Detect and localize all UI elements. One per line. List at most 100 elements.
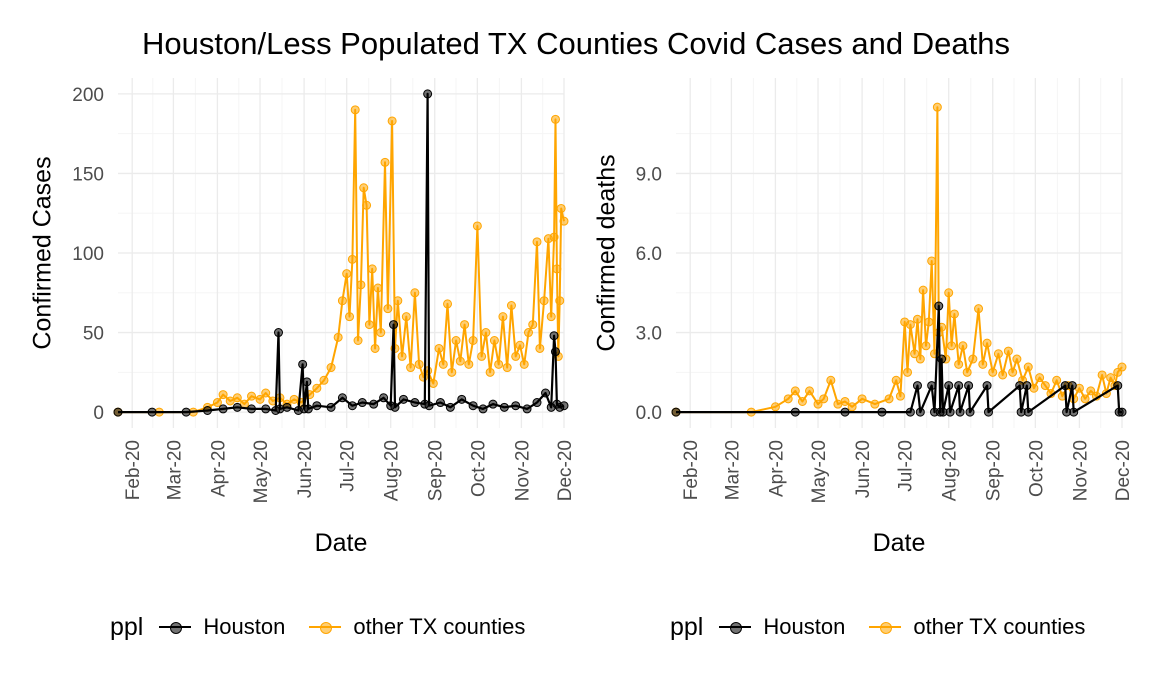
y-tick-label: 100 (72, 244, 104, 265)
data-point (506, 301, 516, 310)
data-point (468, 336, 478, 345)
data-point (218, 390, 228, 400)
legend-key-other (867, 617, 903, 637)
data-point (282, 402, 292, 412)
data-point (857, 394, 867, 404)
data-point (783, 394, 793, 404)
data-point (451, 336, 461, 345)
data-point (147, 407, 157, 417)
x-tick-label: Jun-20 (853, 440, 874, 498)
data-point (549, 232, 559, 242)
data-point (813, 399, 823, 409)
data-point (840, 407, 850, 417)
data-point (921, 341, 931, 351)
data-point (1012, 354, 1022, 364)
data-point (232, 393, 242, 403)
data-point (1040, 381, 1050, 391)
data-point (988, 367, 998, 377)
data-point (805, 386, 815, 396)
x-tick-label: Mar-20 (722, 440, 743, 500)
data-point (947, 341, 957, 351)
legend-label-other: other TX counties (353, 614, 526, 639)
data-point (357, 398, 367, 408)
data-point (523, 328, 533, 338)
data-point (546, 312, 556, 322)
x-tick-label: Oct-20 (1026, 440, 1047, 497)
y-tick-label: 3.0 (636, 324, 662, 345)
data-point (428, 378, 438, 388)
legend-key-houston (157, 617, 193, 637)
data-point (370, 343, 380, 353)
y-tick-label: 6.0 (636, 244, 662, 265)
data-point (559, 216, 569, 226)
data-point (993, 349, 1003, 359)
series-other (671, 102, 1127, 417)
data-point (790, 407, 800, 417)
data-point (944, 288, 954, 298)
data-point (489, 336, 499, 345)
data-point (905, 407, 915, 417)
data-point (485, 367, 495, 377)
data-point (261, 388, 271, 398)
data-point (376, 328, 386, 338)
data-point (423, 89, 433, 99)
data-point (1008, 367, 1018, 377)
x-tick-label: Nov-20 (1070, 440, 1091, 501)
y-tick-label: 50 (83, 324, 104, 345)
y-axis-label: Confirmed Cases (29, 156, 57, 349)
y-tick-label: 9.0 (636, 164, 662, 185)
data-point (481, 328, 491, 338)
legend-label-houston: Houston (203, 614, 286, 639)
data-point (232, 402, 242, 412)
data-point (918, 285, 928, 295)
data-point (1023, 407, 1033, 417)
data-point (424, 401, 434, 411)
data-point (488, 399, 498, 409)
data-point (1022, 381, 1032, 391)
data-point (202, 406, 212, 415)
data-point (937, 354, 947, 364)
data-point (1080, 394, 1090, 404)
data-point (445, 402, 455, 412)
data-point (1069, 407, 1079, 417)
panel-1: 0.0 3.0 6.0 9.0 Feb-20 Mar-20 Apr-20 May-20 Jun-… (593, 78, 1134, 557)
data-point (944, 381, 954, 391)
data-point (982, 381, 992, 391)
data-point (522, 404, 532, 414)
data-point (549, 331, 559, 341)
data-point (502, 363, 512, 373)
data-point (924, 317, 934, 327)
data-point (443, 299, 453, 309)
data-point (532, 398, 542, 408)
data-point (364, 320, 374, 330)
series-line (676, 106, 1123, 414)
data-point (978, 359, 988, 369)
data-point (298, 359, 308, 369)
data-point (380, 157, 390, 167)
data-point (519, 359, 529, 369)
panel-0: 0 50 100 150 200 Feb-20 Mar-20 Apr-20 May-20 Jun-… (29, 78, 576, 557)
data-point (410, 398, 420, 408)
legend-cases: ppl Houston other TX counties (110, 612, 547, 642)
data-point (915, 354, 925, 364)
x-tick-label: Jun-20 (295, 440, 316, 498)
data-point (511, 351, 521, 361)
x-tick-label: Aug-20 (382, 440, 403, 501)
data-point (274, 328, 284, 338)
data-point (247, 404, 257, 414)
data-point (342, 269, 352, 279)
series-houston (113, 89, 569, 417)
data-point (974, 304, 984, 314)
data-point (359, 183, 369, 193)
data-point (870, 399, 880, 409)
x-tick-label: Feb-20 (123, 440, 144, 500)
data-point (556, 203, 566, 213)
legend-label-other: other TX counties (913, 614, 1086, 639)
data-point (367, 264, 377, 274)
data-point (877, 407, 887, 417)
data-point (1106, 373, 1116, 383)
data-point (905, 320, 915, 330)
data-point (181, 407, 191, 417)
data-point (910, 349, 920, 359)
